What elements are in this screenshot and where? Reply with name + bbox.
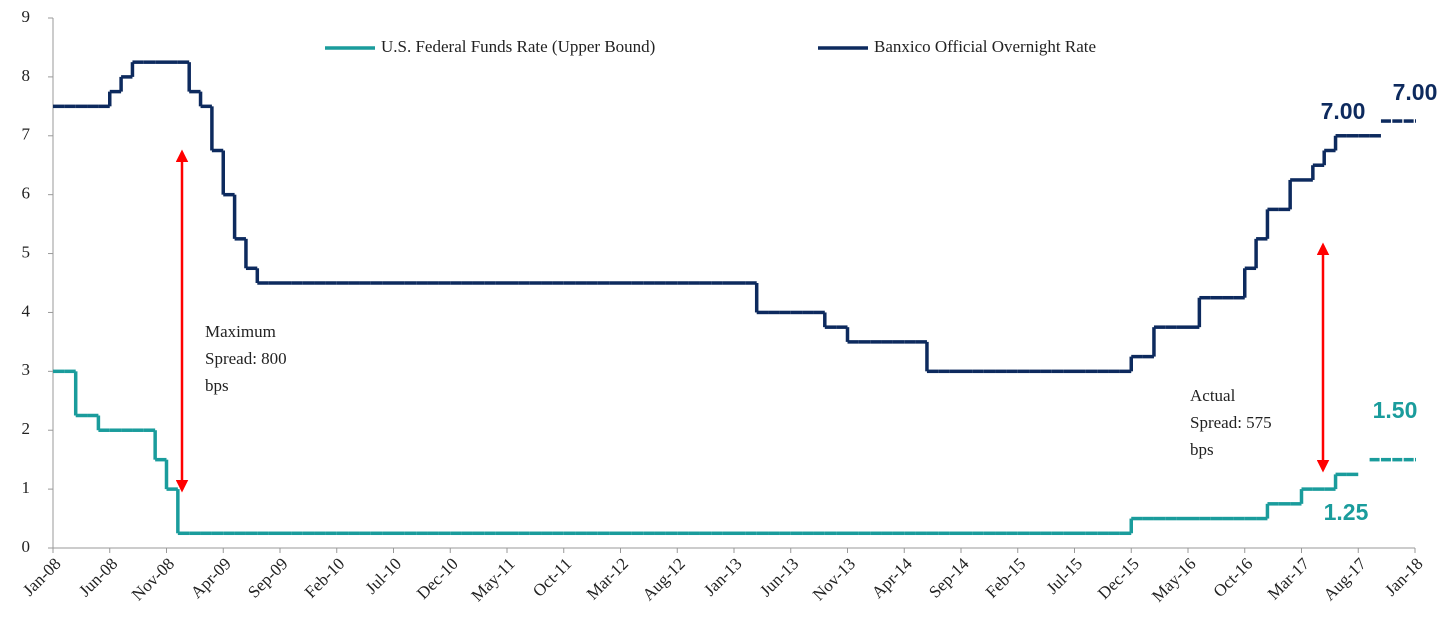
value-annotation: 1.25: [1324, 499, 1369, 525]
x-tick-label: Mar-12: [583, 554, 632, 603]
value-annotation: 1.50: [1373, 397, 1418, 423]
x-tick-label: May-11: [468, 554, 519, 605]
y-tick-label: 7: [22, 125, 31, 144]
x-tick-label: Jul-15: [1043, 554, 1086, 597]
x-tick-label: Oct-11: [529, 554, 575, 600]
y-tick-label: 1: [22, 478, 31, 497]
x-tick-label: Jun-13: [756, 554, 802, 600]
y-tick-label: 3: [22, 360, 31, 379]
x-tick-label: Nov-13: [809, 554, 859, 604]
spread-annotation: bps: [205, 376, 229, 395]
x-tick-label: Jun-08: [75, 554, 121, 600]
y-tick-label: 4: [22, 301, 31, 320]
value-annotation: 7.00: [1321, 98, 1366, 124]
spread-annotation: Spread: 575: [1190, 413, 1272, 432]
legend-label: Banxico Official Overnight Rate: [874, 37, 1096, 56]
y-tick-label: 0: [22, 537, 31, 556]
x-tick-label: Jan-18: [1381, 554, 1426, 599]
spread-annotation: Maximum: [205, 322, 276, 341]
x-tick-label: Aug-12: [639, 554, 689, 604]
x-tick-label: May-16: [1148, 554, 1199, 605]
x-tick-label: Apr-09: [187, 554, 235, 602]
x-tick-label: Jul-10: [362, 554, 405, 597]
spread-annotation: Spread: 800: [205, 349, 287, 368]
x-tick-label: Aug-17: [1320, 554, 1371, 605]
x-tick-label: Nov-08: [128, 554, 178, 604]
spread-annotation: Actual: [1190, 386, 1236, 405]
x-tick-label: Jan-08: [19, 554, 64, 599]
y-tick-label: 6: [22, 184, 31, 203]
legend-label: U.S. Federal Funds Rate (Upper Bound): [381, 37, 655, 56]
x-tick-label: Sep-14: [925, 554, 973, 602]
y-tick-label: 2: [22, 419, 31, 438]
x-tick-label: Mar-17: [1264, 554, 1314, 604]
y-tick-label: 9: [22, 7, 31, 26]
y-tick-label: 5: [22, 242, 31, 261]
y-tick-label: 8: [22, 66, 31, 85]
x-tick-label: Feb-15: [982, 554, 1029, 601]
spread-annotation: bps: [1190, 440, 1214, 459]
x-tick-label: Apr-14: [868, 554, 916, 602]
x-tick-label: Feb-10: [301, 554, 348, 601]
x-tick-label: Dec-15: [1094, 554, 1143, 603]
x-tick-label: Oct-16: [1210, 554, 1257, 601]
value-annotation: 7.00: [1393, 79, 1438, 105]
x-tick-label: Dec-10: [413, 554, 462, 603]
x-tick-label: Sep-09: [244, 554, 291, 601]
x-tick-label: Jan-13: [700, 554, 745, 599]
